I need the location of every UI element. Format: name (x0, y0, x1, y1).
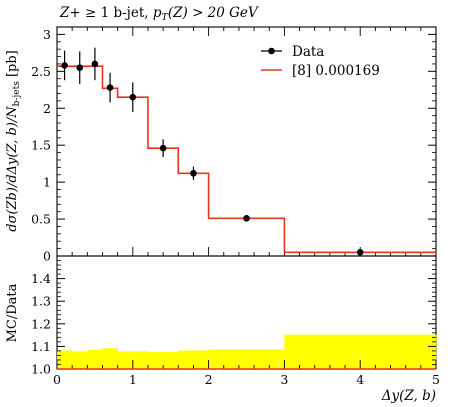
ratio-band-bin (178, 350, 209, 369)
mc-histogram-line (57, 65, 436, 254)
data-point (106, 84, 114, 91)
y-tick-label: 1 (43, 175, 51, 190)
main-panel-frame (56, 26, 437, 257)
ratio-y-axis-label: MC/Data (5, 283, 20, 342)
y-tick-label: 1.5 (31, 138, 51, 153)
ratio-y-tick-label: 1.2 (31, 316, 51, 331)
ratio-y-tick-label: 1.3 (31, 294, 51, 309)
y-tick-label: 0.5 (31, 212, 51, 227)
x-tick-label: 4 (356, 372, 364, 387)
ratio-band-bin (208, 349, 285, 369)
x-tick-label: 1 (129, 372, 137, 387)
data-point (76, 64, 84, 71)
ratio-band (57, 334, 437, 369)
ratio-y-tick-label: 1.0 (31, 362, 51, 377)
legend-data-marker (268, 47, 275, 55)
x-tick-label: 2 (205, 372, 213, 387)
data-point (243, 215, 250, 222)
ratio-y-tick-label: 1.4 (31, 271, 51, 286)
data-point (129, 93, 137, 101)
y-tick-label: 3 (43, 27, 51, 42)
ratio-y-tick-label: 1.1 (31, 339, 51, 354)
legend-data-label: Data (292, 44, 324, 60)
ratio-axis-ticks: 1.0 1.1 1.2 1.3 1.4 0 1 2 3 4 5 (31, 260, 440, 387)
ratio-band-bin (147, 352, 179, 369)
x-axis-label: Δy(Z, b) (381, 388, 436, 404)
y-tick-label: 2 (43, 101, 51, 116)
legend: Data [8] 0.000169 (261, 44, 380, 79)
legend-mc-label: [8] 0.000169 (292, 63, 380, 79)
y-tick-label: 2.5 (31, 64, 51, 79)
data-point (159, 144, 167, 152)
chart-title: Z+ ≥ 1 b-jet, pT(Z) > 20 GeV (59, 5, 259, 23)
x-tick-label: 0 (53, 372, 61, 387)
main-y-axis-label: dσ(Zb)/dΔy(Z, b)/Nb-jets [pb] (5, 50, 22, 232)
x-tick-label: 5 (432, 372, 440, 387)
ratio-band-bin (72, 351, 88, 369)
data-point (356, 249, 364, 256)
data-point (61, 62, 68, 69)
data-points (61, 47, 364, 256)
data-point (190, 169, 197, 177)
x-tick-label: 3 (280, 372, 288, 387)
data-point (91, 60, 99, 68)
ratio-band-bin (102, 348, 118, 369)
ratio-band-bin (87, 349, 103, 369)
y-tick-label: 0 (43, 249, 51, 264)
